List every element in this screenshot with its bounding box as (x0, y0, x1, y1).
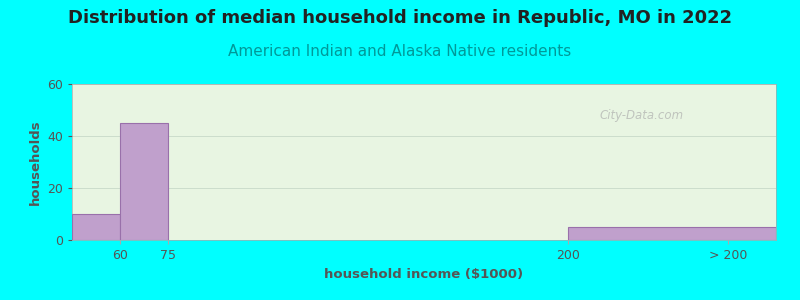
Bar (72, 214, 120, 240)
Text: City-Data.com: City-Data.com (600, 109, 684, 122)
X-axis label: household income ($1000): household income ($1000) (325, 268, 523, 281)
Y-axis label: households: households (29, 119, 42, 205)
Text: American Indian and Alaska Native residents: American Indian and Alaska Native reside… (228, 44, 572, 59)
Bar (120, 123, 168, 240)
Bar (568, 227, 776, 240)
Text: Distribution of median household income in Republic, MO in 2022: Distribution of median household income … (68, 9, 732, 27)
